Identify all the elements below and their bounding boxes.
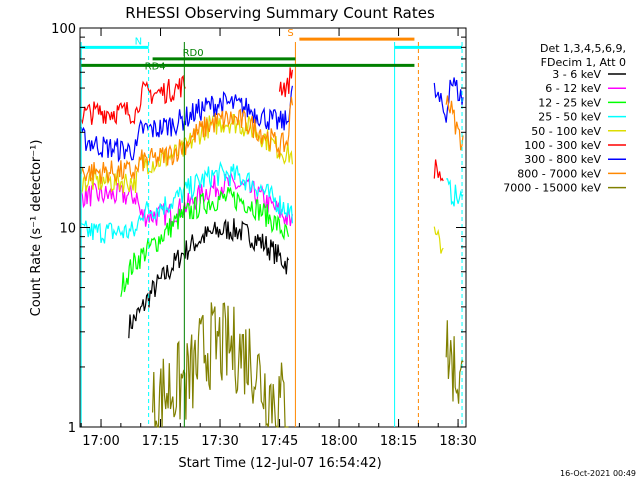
- legend-header-2: FDecim 1, Att 0: [541, 56, 626, 69]
- y-axis-label: Count Rate (s⁻¹ detector⁻¹): [29, 140, 44, 317]
- series-line-7-part-2: [433, 77, 464, 123]
- x-tick-label-6: 18:15: [380, 434, 417, 449]
- x-tick-label-2: 17:15: [142, 434, 179, 449]
- series-line-3: [120, 187, 290, 297]
- x-tick-label-7: 18:30: [439, 434, 476, 449]
- footer-date: 16-Oct-2021 00:49: [560, 469, 636, 478]
- series-line-7-part-1: [80, 85, 293, 163]
- legend-label-3: 12 - 25 keV: [538, 96, 601, 109]
- y-tick-label-3: 100: [51, 22, 76, 37]
- series-line-8-part-1: [80, 96, 293, 184]
- flag-label-3: S: [287, 28, 293, 39]
- series-line-4-part-2: [446, 178, 464, 207]
- legend-label-5: 50 - 100 keV: [531, 125, 601, 138]
- x-tick-label-1: 17:00: [82, 434, 119, 449]
- series-line-6-part-2: [278, 67, 293, 98]
- x-tick-label-5: 18:00: [320, 434, 357, 449]
- legend: Det 1,3,4,5,6,9,FDecim 1, Att 03 - 6 keV…: [503, 42, 626, 195]
- marker-layer: N S RD0 RD4: [80, 28, 463, 427]
- x-tick-label-3: 17:30: [201, 434, 238, 449]
- series-line-1: [128, 218, 290, 339]
- series-line-4-part-1: [80, 160, 293, 244]
- legend-label-2: 6 - 12 keV: [545, 82, 601, 95]
- legend-label-9: 7000 - 15000 keV: [503, 182, 601, 195]
- flag-label-5: RD4: [145, 61, 166, 72]
- legend-label-7: 300 - 800 keV: [524, 153, 601, 166]
- chart-title: RHESSI Observing Summary Count Rates: [125, 4, 435, 22]
- legend-label-6: 100 - 300 keV: [524, 139, 601, 152]
- series-line-5-part-2: [433, 226, 444, 254]
- legend-label-1: 3 - 6 keV: [552, 68, 601, 81]
- series-line-9-part-2: [445, 320, 464, 404]
- x-tick-label-4: 17:45: [261, 434, 298, 449]
- flag-label-4: RD0: [183, 48, 204, 59]
- flag-label-1: N: [135, 36, 142, 47]
- series-layer: [80, 67, 464, 428]
- series-line-6-part-1: [80, 74, 186, 126]
- series-line-8-part-2: [445, 95, 464, 151]
- y-tick-label-2: 10: [59, 222, 76, 237]
- y-tick-label-1: 1: [68, 421, 76, 436]
- series-line-9-part-1: [152, 302, 289, 428]
- axis-layer: 17:00 17:15 17:30 17:45 18:00 18:15 18:30 1 10 10…: [51, 22, 477, 449]
- legend-label-4: 25 - 50 keV: [538, 111, 601, 124]
- legend-label-8: 800 - 7000 keV: [517, 167, 601, 180]
- x-axis-label: Start Time (12-Jul-07 16:54:42): [178, 456, 381, 471]
- series-line-6-part-3: [433, 159, 444, 182]
- legend-header-1: Det 1,3,4,5,6,9,: [540, 42, 626, 55]
